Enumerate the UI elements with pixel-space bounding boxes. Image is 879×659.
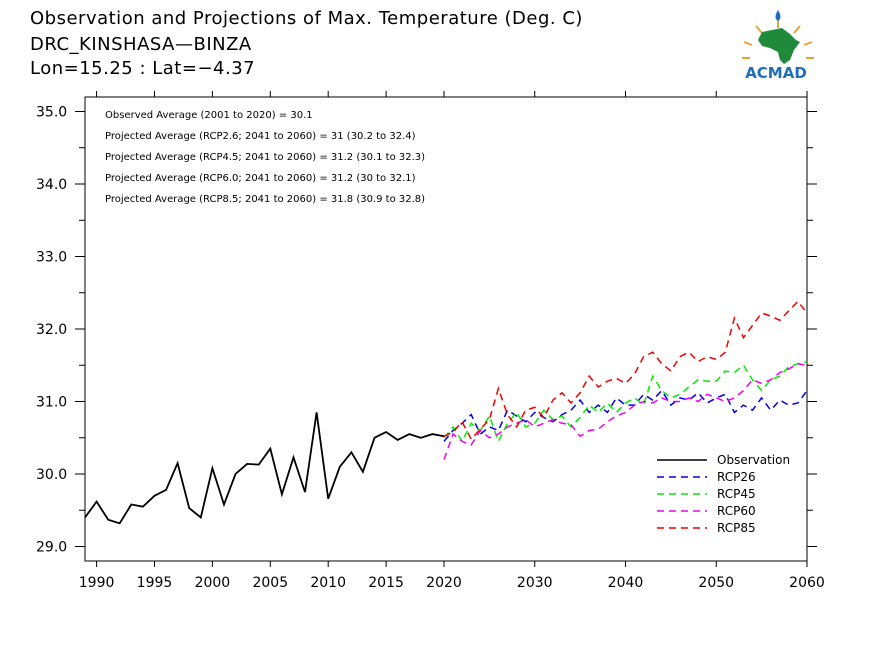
y-tick-label: 29.0 [36, 540, 67, 556]
annotation-line: Projected Average (RCP6.0; 2041 to 2060)… [105, 173, 416, 184]
x-tick-label: 2030 [517, 575, 553, 591]
annotation-line: Projected Average (RCP4.5; 2041 to 2060)… [105, 152, 425, 163]
annotation-line: Projected Average (RCP8.5; 2041 to 2060)… [105, 194, 425, 205]
y-tick-label: 30.0 [36, 467, 67, 483]
y-tick-label: 34.0 [36, 177, 67, 193]
x-tick-label: 2020 [426, 575, 462, 591]
plot-area [84, 96, 808, 562]
y-tick-label: 32.0 [36, 322, 67, 338]
acmad-logo: ACMAD [742, 10, 814, 82]
x-tick-label: 2010 [310, 575, 346, 591]
legend-label: RCP85 [717, 521, 756, 535]
x-tick-label: 2000 [195, 575, 231, 591]
logo-sun-rays-icon [742, 20, 814, 59]
series-line-rcp45 [443, 360, 808, 444]
annotations: Observed Average (2001 to 2020) = 30.1 Pr… [105, 110, 425, 205]
annotation-line: Observed Average (2001 to 2020) = 30.1 [105, 110, 313, 121]
x-tick-label: 2005 [252, 575, 288, 591]
x-tick-label: 2050 [698, 575, 734, 591]
series-layer [84, 300, 808, 525]
station-coordinates: Lon=15.25 : Lat=−4.37 [30, 58, 256, 79]
legend-label: RCP45 [717, 487, 756, 501]
legend: Observation RCP26 RCP45 RCP60 RCP85 [657, 453, 790, 535]
x-tick-label: 1995 [137, 575, 173, 591]
series-line-rcp26 [443, 389, 808, 442]
chart-title: Observation and Projections of Max. Temp… [30, 8, 583, 29]
station-name: DRC_KINSHASA—BINZA [30, 34, 252, 55]
y-tick-label: 31.0 [36, 395, 67, 411]
y-axis: 29.0 30.0 31.0 32.0 33.0 34.0 35.0 [36, 105, 67, 556]
y-tick-label: 33.0 [36, 250, 67, 266]
legend-label: RCP60 [717, 504, 756, 518]
legend-label: Observation [717, 453, 790, 467]
x-tick-label: 2040 [608, 575, 644, 591]
axis-ticks [75, 91, 817, 567]
x-tick-label: 2015 [368, 575, 404, 591]
series-line-observation [84, 412, 445, 525]
x-axis: 1990 1995 2000 2005 2010 2015 2020 2030 2040 2050… [79, 575, 825, 591]
logo-water-drop-icon [775, 10, 781, 21]
x-tick-label: 1990 [79, 575, 115, 591]
y-tick-label: 35.0 [36, 105, 67, 121]
series-line-rcp60 [443, 363, 808, 460]
x-tick-label: 2060 [789, 575, 825, 591]
logo-africa-icon [758, 28, 800, 64]
logo-text: ACMAD [745, 64, 807, 82]
annotation-line: Projected Average (RCP2.6; 2041 to 2060)… [105, 131, 416, 142]
series-line-rcp85 [443, 300, 808, 441]
legend-label: RCP26 [717, 470, 756, 484]
